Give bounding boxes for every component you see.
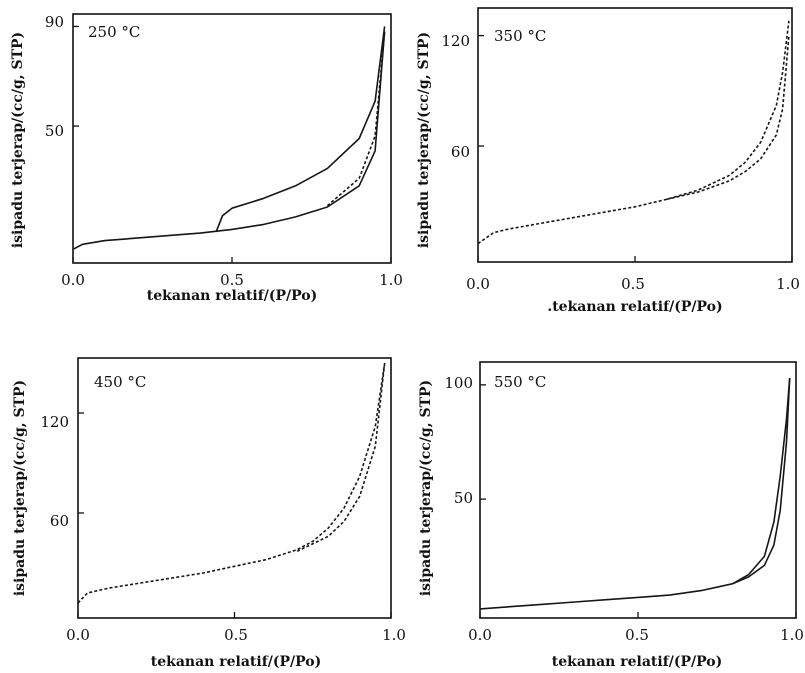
x-axis-label: tekanan relatif/(P/Po): [147, 288, 317, 304]
isotherm-curves: [77, 362, 386, 604]
plot-frame: [479, 361, 797, 619]
panel-title: 550 °C: [494, 373, 546, 391]
panel-550c: 550 °C tekanan relatif/(P/Po) isipadu te…: [418, 361, 804, 670]
panel-title: 250 °C: [88, 23, 140, 41]
isotherm-curve-1: [72, 31, 386, 251]
isotherm-curves: [477, 20, 790, 245]
y-tick-label: 50: [454, 489, 473, 507]
axis-ticks: [72, 25, 392, 263]
panel-title: 350 °C: [494, 27, 546, 45]
y-axis-label: isipadu terjerap/(cc/g, STP): [418, 380, 434, 596]
x-tick-label: 0.0: [61, 271, 85, 289]
y-tick-label: 50: [45, 122, 64, 140]
y-axis-label: isipadu terjerap/(cc/g, STP): [10, 32, 26, 248]
y-axis-label: isipadu terjerap/(cc/g, STP): [416, 32, 432, 248]
axis-ticks: [77, 412, 392, 618]
panel-350c: 350 °C .tekanan relatif/(P/Po) isipadu t…: [416, 7, 800, 315]
y-tick-label: 120: [441, 32, 470, 50]
isotherm-curves: [479, 377, 791, 610]
x-axis-label: .tekanan relatif/(P/Po): [547, 299, 722, 315]
y-tick-label: 60: [451, 143, 470, 161]
panel-title: 450 °C: [94, 373, 146, 391]
x-tick-label: 0.0: [468, 626, 492, 644]
axis-ticks: [479, 384, 797, 618]
y-tick-label: 120: [40, 413, 69, 431]
x-tick-label: 0.5: [224, 626, 248, 644]
plot-frame: [72, 13, 392, 264]
isotherm-curves: [72, 26, 386, 251]
isotherm-curve-2: [732, 377, 791, 585]
isotherm-curve-1: [479, 377, 791, 610]
panel-250c: 250 °C tekanan relatif/(P/Po) isipadu te…: [10, 13, 403, 304]
axis-ticks: [477, 34, 793, 262]
x-tick-label: 0.5: [625, 626, 649, 644]
isotherm-curve-2: [666, 35, 790, 201]
y-tick-label: 100: [444, 374, 473, 392]
panel-450c: 450 °C tekanan relatif/(P/Po) isipadu te…: [12, 357, 406, 670]
x-tick-label: 0.5: [621, 275, 645, 293]
x-tick-label: 1.0: [379, 271, 403, 289]
plot-frame: [77, 357, 392, 619]
isotherm-curve-3: [326, 31, 386, 207]
x-tick-label: 1.0: [776, 275, 800, 293]
x-tick-label: 1.0: [780, 626, 804, 644]
isotherm-curve-1: [477, 20, 790, 245]
isotherm-curve-1: [77, 362, 386, 604]
plot-frame: [477, 7, 793, 263]
y-axis-label: isipadu terjerap/(cc/g, STP): [12, 380, 28, 596]
x-axis-label: tekanan relatif/(P/Po): [552, 654, 722, 670]
y-tick-label: 90: [45, 13, 64, 31]
x-tick-label: 0.5: [220, 271, 244, 289]
y-tick-label: 60: [50, 512, 69, 530]
x-tick-label: 0.0: [66, 626, 90, 644]
isotherm-curve-2: [296, 362, 386, 553]
x-axis-label: tekanan relatif/(P/Po): [151, 654, 321, 670]
x-tick-label: 1.0: [382, 626, 406, 644]
isotherm-curve-2: [215, 26, 386, 233]
x-tick-label: 0.0: [466, 275, 490, 293]
